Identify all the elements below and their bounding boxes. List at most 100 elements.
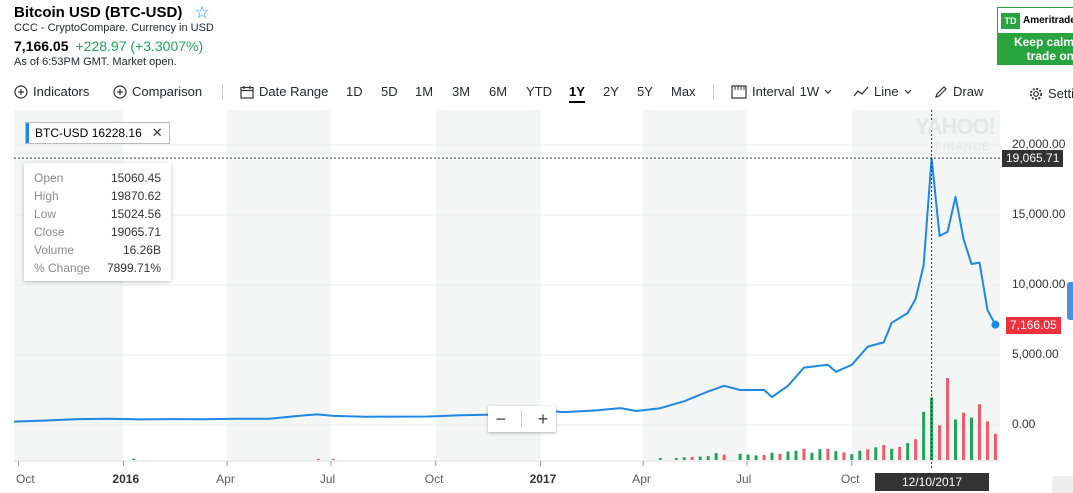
close-icon[interactable]: ✕ — [151, 125, 163, 140]
range-2y[interactable]: 2Y — [603, 84, 619, 99]
comparison-button[interactable]: Comparison — [113, 84, 202, 99]
tooltip-row-low: Low 15024.56 — [34, 207, 161, 221]
ad-text: Keep calm trade on — [998, 33, 1073, 64]
quote-source: CCC - CryptoCompare. Currency in USD — [14, 22, 214, 34]
toolbar-divider — [222, 84, 223, 100]
gear-icon — [1029, 87, 1043, 101]
volume-bar — [970, 417, 974, 460]
chart-type-label: Line — [874, 84, 899, 99]
crosshair-date-flag: 12/10/2017 — [875, 473, 989, 491]
x-tick-label: Jul — [319, 472, 336, 486]
draw-label: Draw — [953, 84, 984, 99]
volume-bar — [738, 453, 742, 460]
x-tick-label: Apr — [632, 472, 651, 486]
ohlc-tooltip: Open 15060.45 High 19870.62 Low 15024.56 Cl… — [24, 163, 171, 281]
volume-bar — [778, 453, 782, 460]
date-range-button[interactable]: Date Range — [240, 84, 328, 99]
volume-bar — [746, 454, 750, 460]
side-panel-tab[interactable] — [1067, 282, 1073, 320]
tooltip-row-change: % Change 7899.71% — [34, 261, 161, 275]
volume-bar — [786, 451, 790, 460]
volume-bar — [762, 454, 766, 460]
current-price-flag: 7,166.05 — [1006, 316, 1061, 334]
volume-bar — [682, 457, 686, 460]
volume-bar — [674, 458, 678, 460]
zoom-out-button[interactable]: − — [495, 408, 507, 429]
page-title: Bitcoin USD (BTC-USD) ☆ — [14, 4, 210, 21]
yahoo-finance-watermark: YAHOO! FINANCE — [915, 114, 996, 157]
range-5d[interactable]: 5D — [381, 84, 398, 99]
volume-bar — [930, 397, 934, 460]
ad-logo: TD — [1001, 12, 1020, 29]
zoom-in-button[interactable]: + — [537, 408, 549, 429]
quote-change: +228.97 (+3.3007%) — [75, 38, 204, 54]
last-point-dot — [991, 320, 1000, 329]
pencil-icon — [934, 85, 948, 99]
volume-bar — [754, 455, 758, 460]
watermark-main: YAHOO! — [915, 114, 996, 139]
volume-bar — [954, 419, 958, 460]
range-1m[interactable]: 1M — [415, 84, 434, 99]
crosshair-price-flag: 19,065.71 — [1002, 150, 1064, 168]
volume-bar — [938, 425, 942, 460]
price-line — [13, 157, 997, 423]
indicators-button[interactable]: Indicators — [14, 84, 89, 99]
volume-bar — [985, 421, 989, 460]
volume-bar — [316, 458, 320, 460]
x-tick-label: Oct — [424, 472, 444, 486]
star-icon[interactable]: ☆ — [194, 3, 210, 22]
range-3m[interactable]: 3M — [452, 84, 471, 99]
volume-bar — [890, 448, 894, 460]
tooltip-row-open: Open 15060.45 — [34, 171, 161, 185]
plus-circle-icon — [14, 84, 28, 99]
calendar-icon — [240, 85, 254, 99]
x-tick-label: 2017 — [529, 472, 557, 486]
range-1y[interactable]: 1Y — [569, 84, 585, 103]
volume-bar — [914, 439, 918, 460]
series-legend-chip[interactable]: BTC-USD 16228.16 ✕ — [25, 122, 170, 144]
volume-bar — [714, 453, 718, 460]
zoom-divider — [521, 411, 523, 427]
ad-banner[interactable]: TD Ameritrade Keep calm trade on — [997, 7, 1073, 65]
x-tick-label: 2016 — [112, 472, 140, 486]
volume-bar — [770, 452, 774, 460]
interval-dropdown[interactable]: Interval 1W — [731, 84, 832, 99]
settings-button[interactable]: Settings — [1029, 86, 1073, 101]
volume-bar — [834, 451, 838, 460]
range-ytd[interactable]: YTD — [526, 84, 552, 99]
chart-type-dropdown[interactable]: Line — [853, 84, 912, 99]
range-5y[interactable]: 5Y — [637, 84, 653, 99]
quote-title: Bitcoin USD (BTC-USD) — [14, 4, 183, 21]
volume-bar — [794, 450, 798, 460]
volume-bar — [866, 449, 870, 460]
ad-line-1: Keep calm — [1013, 35, 1073, 49]
price-line: 7,166.05 +228.97 (+3.3007%) — [14, 38, 203, 54]
ad-brand: Ameritrade — [1023, 15, 1073, 26]
volume-bar — [658, 458, 662, 460]
series-color-swatch — [26, 123, 29, 143]
volume-bar — [706, 456, 710, 460]
chevron-down-icon — [904, 89, 912, 95]
range-1d[interactable]: 1D — [346, 84, 363, 99]
toolbar-divider — [713, 84, 714, 100]
interval-value: 1W — [799, 84, 820, 99]
chevron-down-icon — [824, 89, 832, 95]
range-6m[interactable]: 6M — [489, 84, 508, 99]
quote-as-of: As of 6:53PM GMT. Market open. — [14, 56, 177, 68]
volume-bar — [993, 433, 997, 460]
volume-bar — [132, 458, 136, 460]
x-tick-label: Oct — [16, 472, 35, 486]
volume-bar — [898, 446, 902, 460]
volume-bar — [810, 452, 814, 460]
draw-button[interactable]: Draw — [934, 84, 983, 99]
range-max[interactable]: Max — [671, 84, 696, 99]
feedback-button[interactable] — [1052, 476, 1073, 493]
volume-bar — [818, 449, 822, 460]
tooltip-row-high: High 19870.62 — [34, 189, 161, 203]
volume-bar — [826, 448, 830, 460]
y-tick-label: 15,000.00 — [1012, 207, 1066, 221]
volume-bar — [946, 378, 950, 460]
comparison-label: Comparison — [132, 84, 203, 99]
date-range-label: Date Range — [259, 84, 329, 99]
